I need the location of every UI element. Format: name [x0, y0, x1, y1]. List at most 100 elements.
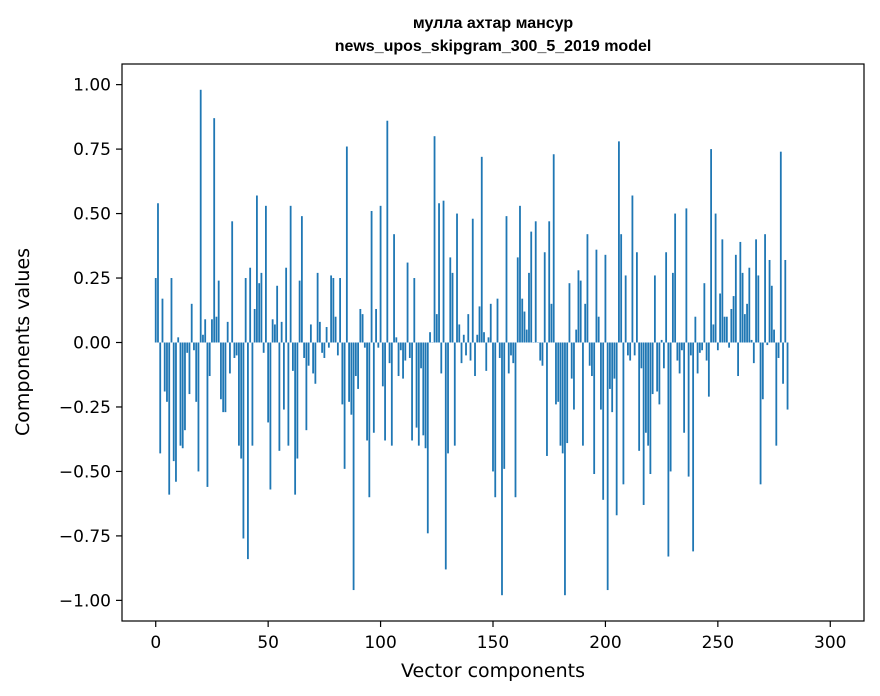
bar-177 — [552, 154, 555, 343]
bar-117 — [417, 342, 420, 446]
bar-158 — [510, 342, 512, 356]
bar-276 — [775, 342, 778, 446]
bar-151 — [494, 342, 497, 498]
bar-89 — [354, 342, 357, 377]
bar-202 — [609, 342, 611, 389]
bar-226 — [662, 342, 665, 369]
bar-23 — [206, 342, 209, 487]
bar-199 — [602, 342, 605, 500]
bar-37 — [238, 342, 240, 446]
bar-96 — [370, 210, 373, 343]
y-tick-label-3: −0.25 — [59, 398, 111, 418]
bar-175 — [548, 221, 551, 343]
bar-149 — [489, 303, 492, 343]
bar-115 — [413, 278, 416, 343]
bar-120 — [424, 342, 427, 449]
bar-29 — [220, 342, 222, 400]
bar-260 — [739, 241, 742, 343]
bar-21 — [202, 334, 204, 343]
bar-77 — [327, 342, 330, 348]
bar-50 — [267, 342, 270, 423]
bar-68 — [307, 342, 310, 366]
bar-90 — [357, 342, 359, 389]
bar-255 — [728, 342, 730, 348]
bar-86 — [348, 342, 350, 402]
bar-174 — [546, 342, 548, 456]
bar-0 — [154, 278, 157, 343]
bar-200 — [604, 254, 607, 343]
bar-103 — [386, 120, 389, 343]
bar-121 — [426, 342, 429, 534]
bar-40 — [244, 278, 247, 343]
bar-242 — [698, 342, 701, 353]
bar-189 — [579, 280, 582, 343]
bar-206 — [618, 141, 620, 343]
bar-92 — [361, 314, 364, 343]
bar-4 — [163, 342, 166, 392]
bar-59 — [287, 342, 290, 446]
bar-278 — [779, 151, 782, 343]
bar-172 — [541, 342, 544, 366]
bar-74 — [321, 342, 324, 353]
bar-20 — [199, 89, 202, 343]
bar-19 — [197, 342, 200, 472]
bar-137 — [462, 334, 465, 343]
y-tick-label-6: 0.50 — [73, 205, 111, 225]
bar-47 — [260, 272, 263, 343]
bar-279 — [782, 342, 784, 384]
y-tick-label-7: 0.75 — [73, 140, 111, 160]
x-tick-label-3: 150 — [477, 633, 509, 653]
bar-5 — [166, 342, 168, 402]
bar-263 — [746, 303, 748, 343]
bar-118 — [420, 342, 422, 369]
bar-180 — [559, 342, 562, 446]
bar-36 — [235, 342, 238, 356]
bar-250 — [716, 342, 719, 351]
y-tick-label-5: 0.25 — [73, 269, 111, 289]
bar-205 — [615, 342, 618, 516]
bar-197 — [597, 316, 600, 343]
bar-241 — [696, 342, 699, 374]
bar-11 — [179, 342, 182, 446]
bar-150 — [492, 342, 494, 472]
bar-63 — [296, 342, 299, 459]
bar-129 — [444, 342, 447, 570]
x-tick-label-2: 100 — [364, 633, 396, 653]
bar-239 — [692, 342, 695, 552]
bar-211 — [629, 342, 632, 361]
bar-230 — [671, 272, 674, 343]
bar-58 — [285, 267, 288, 343]
bar-213 — [633, 342, 636, 356]
bar-18 — [195, 342, 198, 402]
bar-231 — [674, 213, 677, 343]
bar-190 — [582, 342, 584, 446]
bar-93 — [363, 342, 366, 348]
bar-44 — [253, 308, 256, 343]
chart-subtitle: news_upos_skipgram_300_5_2019 model — [335, 38, 652, 55]
bar-210 — [627, 342, 629, 356]
bar-188 — [577, 270, 580, 343]
bar-12 — [181, 342, 184, 449]
bar-109 — [399, 342, 402, 351]
bar-13 — [184, 342, 186, 431]
bar-154 — [501, 342, 503, 596]
bar-259 — [737, 342, 739, 377]
bar-49 — [265, 205, 267, 343]
bar-265 — [750, 339, 753, 343]
bar-237 — [687, 342, 690, 477]
x-tick-label-1: 50 — [257, 633, 279, 653]
bar-269 — [759, 342, 762, 485]
bar-243 — [701, 342, 704, 351]
bar-162 — [519, 205, 521, 343]
y-tick-label-0: −1.00 — [59, 591, 111, 611]
bar-2 — [159, 342, 162, 454]
bar-14 — [186, 342, 189, 353]
bar-261 — [741, 272, 744, 343]
bar-91 — [359, 308, 362, 343]
bar-192 — [586, 234, 589, 343]
bar-125 — [435, 314, 438, 343]
bar-52 — [271, 319, 274, 343]
bar-75 — [323, 342, 326, 358]
bar-142 — [474, 342, 476, 377]
